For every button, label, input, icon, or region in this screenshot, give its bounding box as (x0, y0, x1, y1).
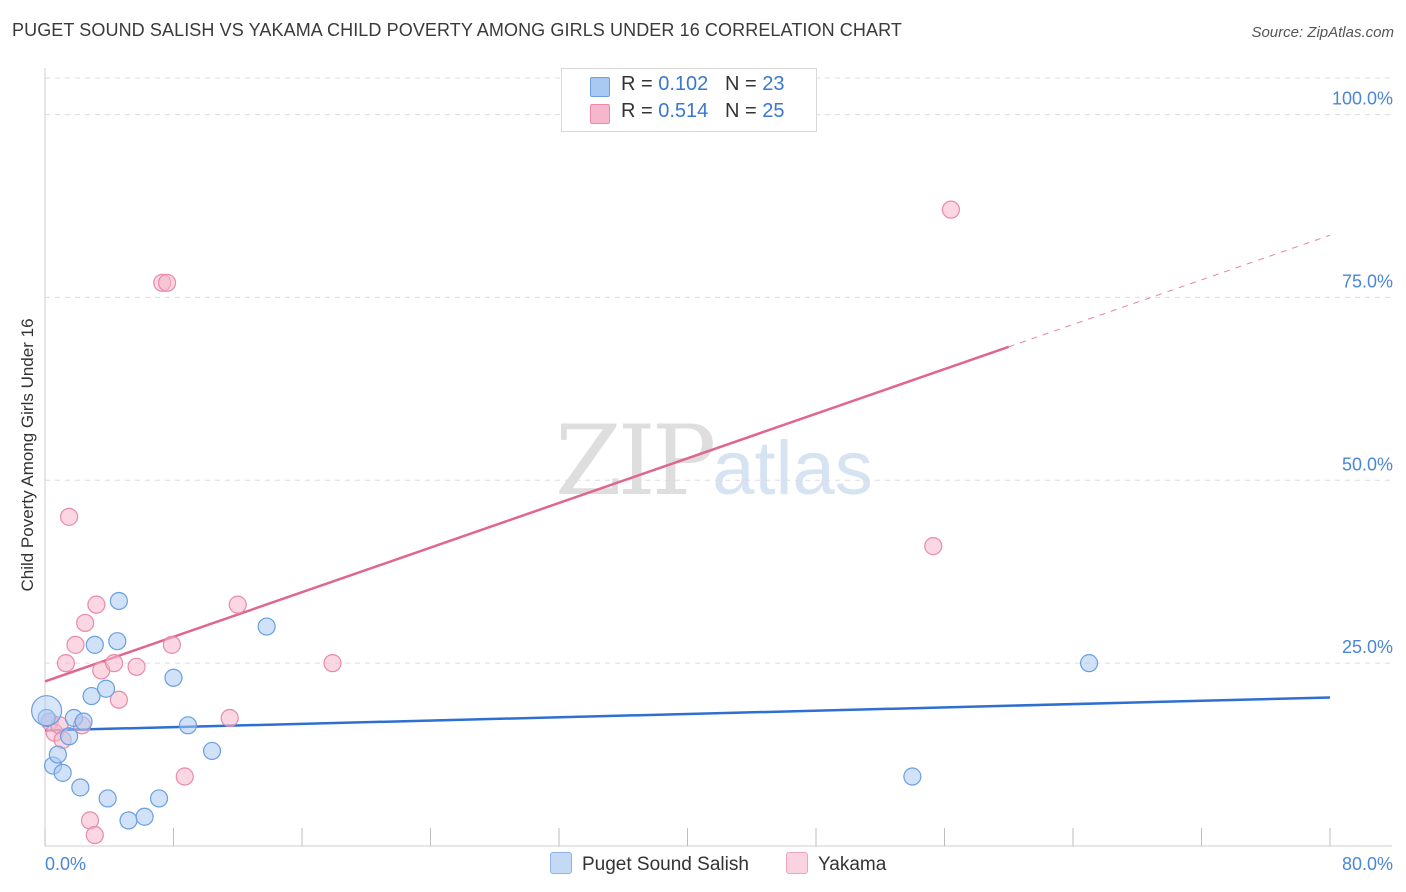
data-point (85, 635, 104, 654)
data-point (228, 595, 247, 614)
data-point (178, 716, 198, 735)
data-point (127, 657, 146, 676)
gridlines (45, 77, 1392, 664)
data-point (76, 613, 95, 633)
legend-r-value: 0.102 (658, 73, 709, 95)
series-legend: Puget Sound Salish Yakama (0, 852, 1406, 878)
y-tick-label: 25.0% (1342, 637, 1393, 657)
data-point (53, 763, 72, 782)
y-tick-label: 75.0% (1342, 271, 1393, 291)
data-point (48, 745, 67, 764)
trend-line-solid (44, 345, 1010, 683)
data-point (1079, 654, 1099, 673)
legend-swatch-yakama (590, 104, 610, 124)
series-legend-puget: Puget Sound Salish (550, 852, 749, 876)
chart-source: Source: ZipAtlas.com (1251, 24, 1394, 41)
data-point (109, 591, 128, 611)
trend-lines (44, 234, 1331, 732)
legend-r-label: R = (621, 100, 659, 122)
data-point (104, 654, 124, 673)
data-point (220, 708, 239, 728)
tick-labels: 25.0% 50.0% 75.0% 100.0% 0.0% 80.0% (45, 89, 1393, 874)
data-point (71, 778, 90, 797)
data-point (157, 273, 177, 292)
data-point (96, 679, 116, 698)
data-point (108, 632, 127, 651)
data-point (82, 686, 101, 706)
data-point (903, 767, 922, 786)
y-tick-label: 50.0% (1342, 454, 1393, 474)
chart-title: PUGET SOUND SALISH VS YAKAMA CHILD POVER… (12, 20, 902, 40)
data-point-cluster (31, 695, 63, 727)
data-points (31, 200, 1099, 845)
series-swatch-yakama (786, 852, 808, 874)
correlation-legend: R = 0.102 N = 23 R = 0.514 N = 25 (561, 68, 817, 132)
series-legend-label: Yakama (818, 854, 887, 875)
trend-line-dashed (1008, 234, 1331, 348)
data-point (149, 789, 169, 808)
data-point (135, 807, 154, 826)
legend-swatch-puget (590, 77, 610, 97)
x-tick-label: 80.0% (1342, 854, 1393, 874)
legend-r-value: 0.514 (658, 100, 709, 122)
series-swatch-puget (550, 852, 572, 874)
data-point (257, 617, 276, 636)
data-point (164, 668, 183, 687)
data-point (202, 741, 222, 761)
trend-line-solid (44, 696, 1331, 732)
series-legend-label: Puget Sound Salish (582, 854, 749, 875)
data-point (59, 727, 79, 746)
data-point (87, 595, 106, 614)
legend-r-label: R = (621, 73, 659, 95)
data-point (924, 537, 943, 556)
y-tick-label: 100.0% (1332, 89, 1393, 109)
data-point (56, 654, 75, 673)
legend-n-value: 23 (762, 73, 785, 95)
legend-row-puget: R = 0.102 N = 23 (562, 73, 816, 99)
data-point (323, 654, 342, 673)
data-point (37, 708, 56, 728)
legend-n-label: N = (724, 100, 763, 122)
axes (44, 68, 1392, 847)
data-point (74, 712, 93, 731)
legend-n-label: N = (724, 73, 763, 95)
data-point (66, 635, 85, 654)
data-point (98, 789, 117, 808)
legend-n-value: 25 (762, 100, 785, 122)
x-tick-label: 0.0% (45, 854, 86, 874)
data-point (175, 767, 194, 786)
watermark-zip: ZIP (555, 405, 716, 517)
series-legend-yakama: Yakama (786, 852, 886, 876)
data-point (85, 825, 104, 845)
data-point (109, 690, 128, 709)
data-point (941, 200, 961, 219)
data-point (59, 507, 79, 526)
data-point (162, 635, 181, 654)
legend-row-yakama: R = 0.514 N = 25 (562, 100, 816, 126)
data-point (119, 811, 138, 830)
